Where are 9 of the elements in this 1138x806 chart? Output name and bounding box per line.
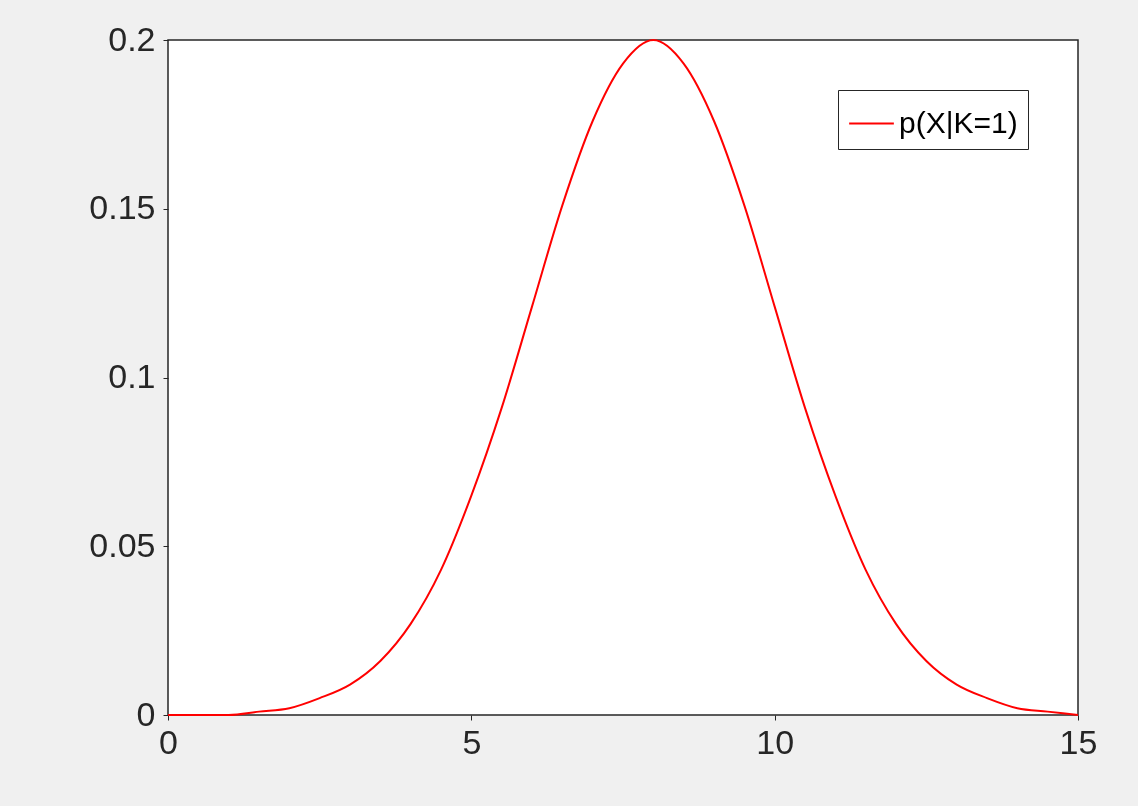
y-tick-label: 0.05 bbox=[89, 525, 156, 564]
y-tick-label: 0.2 bbox=[108, 19, 156, 58]
y-tick-label: 0 bbox=[136, 694, 156, 733]
y-tick-label: 0.1 bbox=[108, 357, 156, 395]
y-tick-label: 0.15 bbox=[89, 188, 156, 227]
x-tick-label: 5 bbox=[462, 722, 482, 761]
x-tick-label: 15 bbox=[1059, 722, 1098, 761]
legend-label: p(X|K=1) bbox=[899, 105, 1018, 139]
x-tick-label: 10 bbox=[756, 722, 795, 761]
